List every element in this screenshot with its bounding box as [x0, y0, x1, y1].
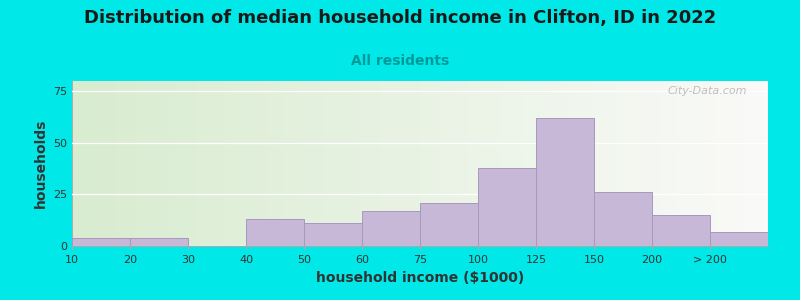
- Bar: [304, 223, 362, 246]
- Bar: [130, 238, 188, 246]
- Bar: [420, 203, 478, 246]
- Bar: [246, 219, 304, 246]
- X-axis label: household income ($1000): household income ($1000): [316, 271, 524, 285]
- Bar: [710, 232, 768, 246]
- Bar: [594, 192, 652, 246]
- Bar: [478, 168, 536, 246]
- Text: City-Data.com: City-Data.com: [668, 86, 747, 96]
- Text: All residents: All residents: [351, 54, 449, 68]
- Bar: [72, 238, 130, 246]
- Y-axis label: households: households: [34, 119, 47, 208]
- Bar: [652, 215, 710, 246]
- Bar: [536, 118, 594, 246]
- Text: Distribution of median household income in Clifton, ID in 2022: Distribution of median household income …: [84, 9, 716, 27]
- Bar: [362, 211, 420, 246]
